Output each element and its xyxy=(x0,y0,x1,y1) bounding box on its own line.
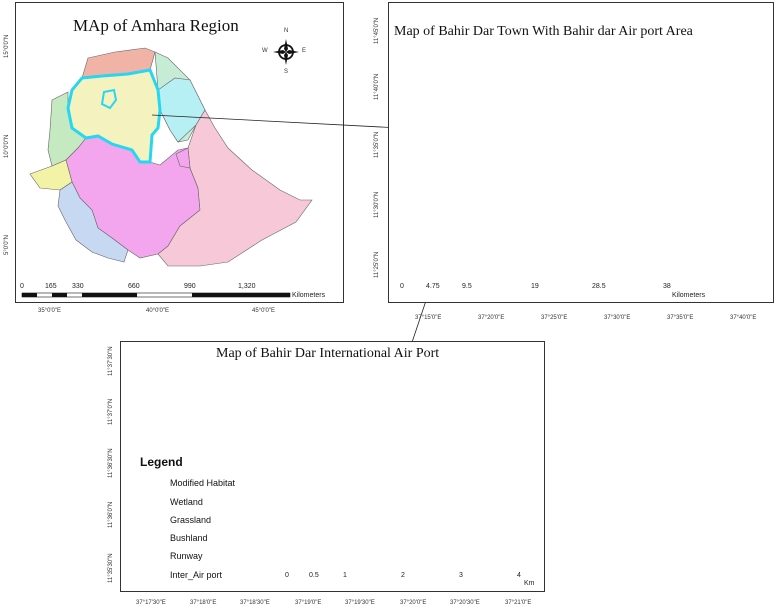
legend-label-grassland: Grassland xyxy=(170,515,212,525)
airport-ytick-3: 11°36'0"N xyxy=(108,501,114,528)
compass-rose-1 xyxy=(273,39,299,65)
airport-xtick-2: 37°18'30"E xyxy=(240,600,270,606)
airport-scale-1: 0.5 xyxy=(309,572,319,579)
amhara-scale-2: 330 xyxy=(72,283,84,290)
bahirdar-xtick-0: 37°15'0"E xyxy=(415,315,442,321)
bahirdar-xtick-3: 37°30'0"E xyxy=(604,315,631,321)
bahirdar-map-frame xyxy=(388,2,774,303)
airport-xtick-7: 37°21'0"E xyxy=(505,600,532,606)
bahirdar-xtick-5: 37°40'0"E xyxy=(730,315,757,321)
legend-label-bushland: Bushland xyxy=(170,533,208,543)
bahirdar-scale-5: 38 xyxy=(663,283,671,290)
region-dire-dawa xyxy=(175,147,191,169)
bahirdar-scale-0: 0 xyxy=(400,283,404,290)
airport-scale-4: 3 xyxy=(459,572,463,579)
amhara-ytick-2: 5°0'0"N xyxy=(4,234,10,255)
bahirdar-xtick-2: 37°25'0"E xyxy=(541,315,568,321)
bahirdar-ytick-2: 11°35'0"N xyxy=(374,131,380,158)
airport-scale-0: 0 xyxy=(285,572,289,579)
airport-scale-3: 2 xyxy=(401,572,405,579)
amhara-scale-bar xyxy=(21,292,291,298)
amhara-ytick-1: 10°0'0"N xyxy=(4,134,10,158)
bahirdar-ytick-1: 11°40'0"N xyxy=(374,73,380,100)
airport-ytick-2: 11°36'30"N xyxy=(108,448,114,478)
amhara-scale-0: 0 xyxy=(20,283,24,290)
amhara-outline xyxy=(66,68,162,164)
airport-scale-2: 1 xyxy=(343,572,347,579)
legend-label-runway: Runway xyxy=(170,551,203,561)
bahirdar-xtick-4: 37°35'0"E xyxy=(667,315,694,321)
bahirdar-ytick-3: 11°30'0"N xyxy=(374,191,380,218)
bahirdar-scale-4: 28.5 xyxy=(592,283,606,290)
legend-label-wetland: Wetland xyxy=(170,497,203,507)
bahirdar-xtick-1: 37°20'0"E xyxy=(478,315,505,321)
legend-label-airport: Inter_Air port xyxy=(170,570,223,580)
airport-xtick-4: 37°19'30"E xyxy=(345,600,375,606)
bahirdar-scale-1: 4.75 xyxy=(426,283,440,290)
bahirdar-scale-unit: Kilometers xyxy=(672,292,706,299)
amhara-map-title: MAp of Amhara Region xyxy=(73,16,239,35)
airport-ytick-1: 11°37'0"N xyxy=(108,398,114,425)
airport-ytick-4: 11°35'30"N xyxy=(108,553,114,583)
ethiopia-regions xyxy=(29,47,313,267)
legend-label-modified-habitat: Modified Habitat xyxy=(170,478,236,488)
legend-title: Legend xyxy=(140,455,183,469)
bahirdar-map-title: Map of Bahir Dar Town With Bahir dar Air… xyxy=(394,24,693,39)
lake-tana-outline xyxy=(100,88,118,110)
bahirdar-scale-3: 19 xyxy=(531,283,539,290)
compass-1-e: E xyxy=(302,48,307,54)
amhara-xtick-2: 45°0'0"E xyxy=(252,308,276,314)
bahirdar-ytick-0: 11°45'0"N xyxy=(374,17,380,44)
amhara-scale-3: 660 xyxy=(128,283,140,290)
region-gambella xyxy=(29,159,73,191)
airport-map-title: Map of Bahir Dar International Air Port xyxy=(216,346,440,361)
amhara-ytick-0: 15°0'0"N xyxy=(4,34,10,58)
airport-xtick-3: 37°19'0"E xyxy=(295,600,322,606)
region-snnp xyxy=(57,181,129,263)
airport-map-frame xyxy=(120,341,545,592)
compass-1-n: N xyxy=(284,28,289,34)
amhara-scale-5: 1,320 xyxy=(238,283,256,290)
airport-xtick-1: 37°18'0"E xyxy=(190,600,217,606)
compass-1-w: W xyxy=(262,48,268,54)
airport-xtick-0: 37°17'30"E xyxy=(136,600,166,606)
airport-xtick-5: 37°20'0"E xyxy=(400,600,427,606)
airport-xtick-6: 37°20'30"E xyxy=(450,600,480,606)
bahirdar-scale-2: 9.5 xyxy=(462,283,472,290)
amhara-scale-1: 165 xyxy=(45,283,57,290)
airport-scale-5: 4 xyxy=(517,572,521,579)
airport-scale-unit: Km xyxy=(524,580,535,587)
region-somali xyxy=(157,109,313,267)
airport-ytick-0: 11°37'30"N xyxy=(108,346,114,376)
amhara-xtick-0: 35°0'0"E xyxy=(38,308,62,314)
amhara-scale-unit: Kilometers xyxy=(292,292,326,299)
bahirdar-ytick-4: 11°25'0"N xyxy=(374,251,380,278)
amhara-scale-4: 990 xyxy=(184,283,196,290)
compass-1-s: S xyxy=(284,69,289,75)
amhara-xtick-1: 40°0'0"E xyxy=(146,308,170,314)
